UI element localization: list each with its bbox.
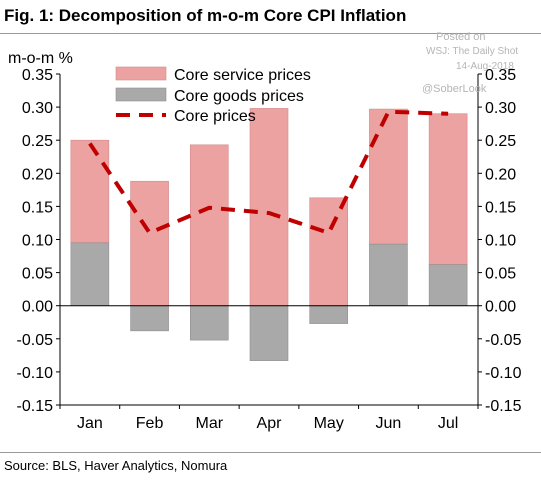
source-note: Source: BLS, Haver Analytics, Nomura	[4, 458, 228, 473]
legend-label-services: Core service prices	[174, 67, 311, 84]
bar-goods-mar	[189, 305, 229, 341]
chart: 0.35 0.35 0.30 0.30 0.25 0.25 0.20 0.20 0.15 0.15…	[8, 50, 522, 432]
y-tick-label-left: 0.20	[22, 166, 53, 183]
watermark-date: 14-Aug-2018	[456, 61, 514, 72]
y-tick-label-left: 0.25	[22, 133, 53, 150]
x-tick-label-jan: Jan	[77, 415, 103, 432]
bar-services-jun	[369, 108, 408, 245]
y-tick-label-right: 0.25	[485, 133, 516, 150]
bar-services-apr	[249, 108, 289, 307]
bar-goods-jan	[70, 242, 110, 306]
x-tick-label-jul: Jul	[438, 415, 458, 432]
y-tick-label-left: 0.35	[22, 67, 53, 84]
y-tick-label-right: -0.10	[485, 365, 522, 382]
y-tick-label-right: 0.20	[485, 166, 516, 183]
bar-goods-feb	[130, 305, 169, 332]
y-tick-label-left: 0.30	[22, 100, 53, 117]
bar-services-feb	[130, 180, 169, 307]
y-tick-label-right: 0.00	[485, 299, 516, 316]
x-tick-label-feb: Feb	[136, 415, 164, 432]
y-tick-label-right: 0.10	[485, 233, 516, 250]
watermark-handle: @SoberLook	[422, 83, 487, 95]
y-tick-label-left: -0.05	[17, 332, 54, 349]
x-tick-label-may: May	[314, 415, 344, 432]
legend-swatch-goods	[115, 87, 167, 102]
bar-services-jan	[70, 139, 110, 244]
bar-services-mar	[189, 144, 229, 306]
y-tick-label-left: 0.10	[22, 233, 53, 250]
legend-label-goods: Core goods prices	[174, 88, 304, 105]
x-tick-label-mar: Mar	[196, 415, 224, 432]
y-tick-label-right: 0.30	[485, 100, 516, 117]
y-tick-label-left: 0.00	[22, 299, 53, 316]
y-tick-label-right: 0.05	[485, 266, 516, 283]
chart-title: Fig. 1: Decomposition of m-o-m Core CPI …	[4, 6, 407, 25]
y-tick-label-left: 0.05	[22, 266, 53, 283]
y-tick-label-right: -0.05	[485, 332, 522, 349]
bar-services-jul	[428, 113, 468, 265]
bar-goods-may	[309, 305, 349, 324]
y-tick-label-right: -0.15	[485, 398, 522, 415]
y-tick-label-right: 0.15	[485, 199, 516, 216]
y-tick-label-left: -0.15	[17, 398, 54, 415]
bar-goods-apr	[249, 305, 289, 361]
watermark-outlet: WSJ: The Daily Shot	[426, 46, 519, 57]
title-divider	[0, 33, 541, 34]
y-tick-label-left: 0.15	[22, 199, 53, 216]
line-core-prices	[88, 109, 449, 235]
bar-goods-jul	[428, 264, 468, 307]
legend-label-core: Core prices	[174, 108, 256, 125]
y-tick-label-left: -0.10	[17, 365, 54, 382]
x-tick-label-apr: Apr	[257, 415, 283, 432]
bar-goods-jun	[369, 243, 408, 307]
x-tick-label-jun: Jun	[376, 415, 402, 432]
source-divider	[0, 452, 541, 453]
legend-swatch-services	[115, 66, 167, 81]
y-axis-label: m-o-m %	[8, 50, 73, 67]
watermark-posted: Posted on	[436, 31, 486, 43]
y-tick-label-right: 0.35	[485, 67, 516, 84]
bar-services-may	[309, 197, 349, 307]
